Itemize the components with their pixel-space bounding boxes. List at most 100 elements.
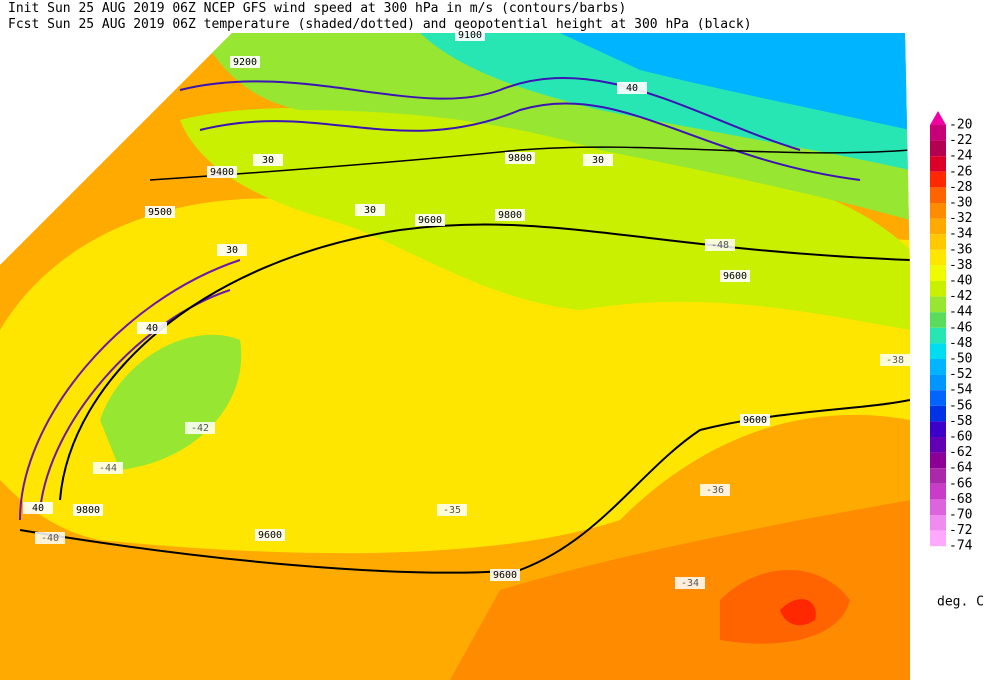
contour-label: -35 (443, 505, 461, 516)
colorbar-swatch (930, 234, 946, 250)
colorbar-label: -60 (949, 430, 972, 445)
label-box (207, 166, 237, 178)
label-box (880, 354, 910, 366)
contour-label: 9800 (508, 153, 532, 164)
colorbar-swatch (930, 374, 946, 391)
label-box (255, 529, 285, 541)
colorbar-label: -26 (949, 164, 972, 179)
contour-label: 30 (592, 155, 604, 166)
colorbar-swatch (930, 265, 946, 281)
colorbar-label: -70 (949, 508, 972, 523)
label-box (705, 239, 735, 251)
label-box (73, 504, 103, 516)
label-box (740, 414, 770, 426)
label-box (185, 422, 215, 434)
colorbar-swatch (930, 187, 946, 203)
colorbar-swatch (930, 421, 946, 437)
contour-label: 30 (262, 155, 274, 166)
label-box (617, 82, 647, 94)
colorbar-swatch (930, 156, 946, 172)
colorbar-label: -34 (949, 227, 973, 242)
label-box (415, 214, 445, 226)
contour-label: 9800 (498, 210, 522, 221)
colorbar-swatch (930, 405, 946, 422)
contour-label: 40 (32, 503, 44, 514)
label-box (230, 56, 260, 68)
label-box (23, 502, 53, 514)
contour-label: -38 (886, 355, 904, 366)
colorbar-label: -52 (949, 367, 972, 382)
colorbar: -20-22-24-26-28-30-32-34-36-38-40-42-44-… (930, 111, 973, 554)
contour-label: 9600 (743, 415, 767, 426)
contour-label: -40 (41, 533, 59, 544)
colorbar-label: -38 (949, 258, 972, 273)
colorbar-swatch (930, 499, 946, 515)
colorbar-swatch (930, 296, 946, 313)
colorbar-swatch (930, 249, 946, 266)
label-box (355, 204, 385, 216)
contour-label: 30 (364, 205, 376, 216)
colorbar-swatch (930, 125, 946, 141)
colorbar-label: -48 (949, 336, 972, 351)
contour-label: 9600 (723, 271, 747, 282)
colorbar-unit: deg. C (937, 595, 984, 610)
label-box (720, 270, 750, 282)
colorbar-label: -20 (949, 118, 972, 133)
contour-label: -48 (711, 240, 729, 251)
colorbar-label: -62 (949, 445, 972, 460)
colorbar-label: -30 (949, 196, 972, 211)
colorbar-swatch (930, 483, 946, 500)
colorbar-swatch (930, 327, 946, 344)
colorbar-swatch (930, 390, 946, 406)
colorbar-label: -58 (949, 414, 972, 429)
colorbar-label: -72 (949, 523, 972, 538)
header-line: Fcst Sun 25 AUG 2019 06Z temperature (sh… (8, 17, 752, 32)
colorbar-label: -24 (949, 149, 973, 164)
colorbar-swatch (930, 530, 946, 547)
colorbar-swatch (930, 140, 946, 157)
colorbar-label: -22 (949, 133, 972, 148)
colorbar-label: -56 (949, 398, 972, 413)
colorbar-label: -66 (949, 476, 972, 491)
contour-label: 9800 (76, 505, 100, 516)
label-box (505, 152, 535, 164)
colorbar-swatch (930, 515, 946, 531)
label-box (490, 569, 520, 581)
label-box (700, 484, 730, 496)
colorbar-swatch (930, 343, 946, 359)
contour-label: 9100 (458, 30, 482, 41)
label-box (495, 209, 525, 221)
colorbar-swatch (930, 359, 946, 375)
colorbar-swatch (930, 468, 946, 484)
label-box (93, 462, 123, 474)
contour-label: 40 (146, 323, 158, 334)
contour-label: 9500 (148, 207, 172, 218)
colorbar-label: -46 (949, 320, 972, 335)
contour-label: 9600 (258, 530, 282, 541)
contour-label: 40 (626, 83, 638, 94)
label-box (217, 244, 247, 256)
label-box (583, 154, 613, 166)
label-box (137, 322, 167, 334)
header-line: Init Sun 25 AUG 2019 06Z NCEP GFS wind s… (8, 1, 626, 16)
colorbar-swatch (930, 281, 946, 297)
contour-label: 9600 (418, 215, 442, 226)
colorbar-label: -74 (949, 539, 973, 554)
colorbar-label: -40 (949, 274, 972, 289)
contour-label: 30 (226, 245, 238, 256)
colorbar-swatch (930, 312, 946, 328)
colorbar-label: -64 (949, 461, 973, 476)
colorbar-arrow (930, 111, 946, 125)
colorbar-label: -42 (949, 289, 972, 304)
contour-label: -34 (681, 578, 699, 589)
colorbar-swatch (930, 218, 946, 235)
map-labels: 9100 9200 9400 9500 9600 9600 9600 9600 9600 9800… (23, 29, 910, 589)
label-box (145, 206, 175, 218)
colorbar-label: -28 (949, 180, 972, 195)
contour-label: -42 (191, 423, 209, 434)
colorbar-swatch (930, 452, 946, 469)
colorbar-swatch (930, 437, 946, 453)
colorbar-swatch (930, 203, 946, 219)
